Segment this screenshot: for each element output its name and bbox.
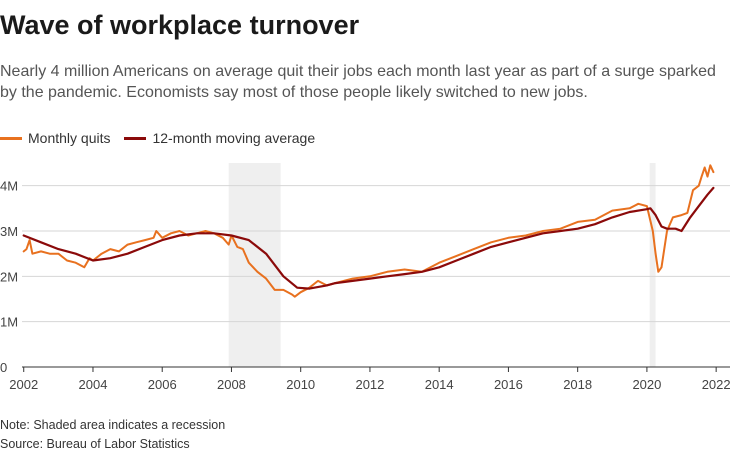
legend-label-moving-average: 12-month moving average: [152, 130, 316, 146]
y-tick-label-2M: 2M: [0, 269, 18, 284]
series-line-moving-average: [22, 186, 715, 290]
x-tick-label-2020: 2020: [632, 377, 661, 392]
y-tick-label-1M: 1M: [0, 315, 18, 330]
chart-title: Wave of workplace turnover: [0, 10, 360, 40]
chart-note: Note: Shaded area indicates a recession: [0, 418, 226, 432]
x-tick-label-2004: 2004: [79, 377, 108, 392]
x-tick-label-2010: 2010: [286, 377, 315, 392]
series-lines: [22, 164, 715, 298]
x-tick-label-2014: 2014: [425, 377, 454, 392]
x-axis: 2002 2004 2006 2008 2010 2012 2014 2016 2018 2020…: [9, 366, 731, 392]
legend-label-monthly-quits: Monthly quits: [28, 130, 111, 146]
legend-swatch-moving-average: [124, 136, 147, 140]
recession-band-1: [228, 163, 281, 367]
legend: Monthly quits 12-month moving average: [0, 129, 329, 147]
x-tick-label-2016: 2016: [494, 377, 523, 392]
gridlines: [22, 185, 730, 323]
series-line-monthly-quits: [22, 164, 715, 298]
legend-item-monthly-quits: Monthly quits: [0, 130, 110, 146]
x-tick-label-2012: 2012: [355, 377, 384, 392]
recession-bands: [228, 163, 656, 367]
y-tick-label-3M: 3M: [0, 224, 18, 239]
x-tick-label-2018: 2018: [563, 377, 592, 392]
legend-item-moving-average: 12-month moving average: [124, 130, 315, 146]
x-tick-label-2022: 2022: [702, 377, 731, 392]
recession-band-2: [649, 163, 656, 367]
y-tick-label-0: 0: [0, 360, 7, 375]
x-tick-label-2008: 2008: [217, 377, 246, 392]
y-axis-labels: 0 1M 2M 3M 4M: [0, 179, 18, 375]
x-tick-label-2002: 2002: [9, 377, 38, 392]
chart-source: Source: Bureau of Labor Statistics: [0, 437, 190, 451]
y-tick-label-4M: 4M: [0, 179, 18, 194]
x-tick-label-2006: 2006: [148, 377, 177, 392]
legend-swatch-monthly-quits: [0, 136, 22, 140]
chart-subtitle: Nearly 4 million Americans on average qu…: [0, 63, 716, 101]
